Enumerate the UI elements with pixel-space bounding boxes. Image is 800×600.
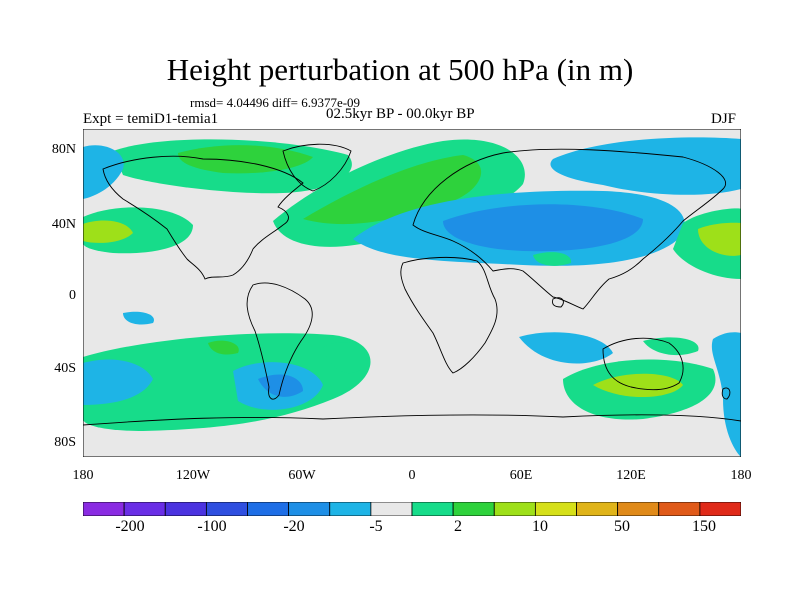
colorbar-swatch [617,502,660,516]
colorbar-swatch [493,502,536,516]
colorbar-swatch [370,502,413,516]
lon-tick-180e: 180 [730,468,752,483]
lat-tick-40s: 40S [54,361,76,376]
colorbar-label-10: 10 [532,518,548,535]
lat-tick-0: 0 [69,288,76,303]
colorbar-swatch [576,502,619,516]
colorbar-swatch [123,502,166,516]
lon-tick-0: 0 [408,468,416,483]
period-label: 02.5kyr BP - 00.0kyr BP [326,106,475,122]
lon-tick-120e: 120E [616,468,646,483]
colorbar-label-2: 2 [454,518,462,535]
lon-tick-180w: 180 [72,468,94,483]
colorbar-label-150: 150 [692,518,716,535]
colorbar-label-50: 50 [614,518,630,535]
colorbar-label-neg20: -20 [283,518,305,535]
map-panel [83,129,741,457]
stats-label: rmsd= 4.04496 diff= 6.9377e-09 [190,95,361,110]
lat-tick-80n: 80N [51,142,76,157]
lon-tick-60w: 60W [288,468,316,483]
colorbar-swatch [205,502,248,516]
season-label: DJF [711,111,737,127]
lon-tick-60e: 60E [509,468,533,483]
colorbar-swatch [411,502,454,516]
colorbar-swatch [83,502,125,516]
colorbar [83,502,741,516]
colorbar-swatch [288,502,331,516]
colorbar-swatch [699,502,741,516]
colorbar-label-neg5: -5 [369,518,383,535]
lon-tick-120w: 120W [175,468,211,483]
coastlines [83,143,741,426]
colorbar-label-neg100: -100 [197,518,227,535]
colorbar-swatch [164,502,207,516]
plot-title: Height perturbation at 500 hPa (in m) [166,52,634,87]
colorbar-swatch [534,502,577,516]
lat-tick-80s: 80S [54,435,76,450]
lat-tick-40n: 40N [51,217,76,232]
anomaly-fields [83,137,741,457]
colorbar-swatch [658,502,701,516]
experiment-label: Expt = temiD1-temia1 [83,111,219,127]
colorbar-label-neg200: -200 [115,518,145,535]
colorbar-swatch [452,502,495,516]
colorbar-swatch [329,502,372,516]
colorbar-swatch [247,502,290,516]
